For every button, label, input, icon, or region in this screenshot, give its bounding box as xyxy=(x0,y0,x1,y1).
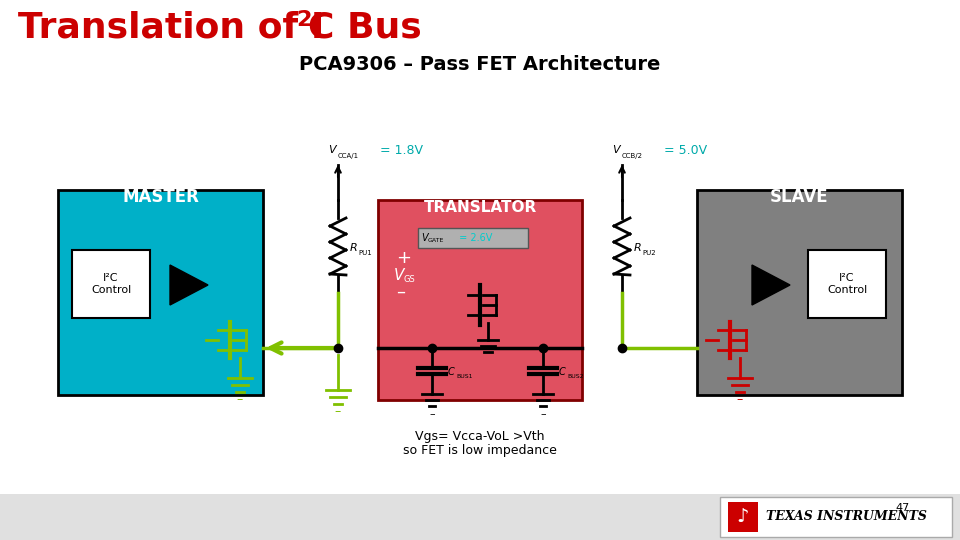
Text: TEXAS INSTRUMENTS: TEXAS INSTRUMENTS xyxy=(766,510,926,523)
Text: 2: 2 xyxy=(296,10,311,30)
Text: ♪: ♪ xyxy=(736,508,749,526)
Text: BUS1: BUS1 xyxy=(456,374,472,379)
Text: –: – xyxy=(237,394,243,407)
Bar xyxy=(0,494,960,540)
Text: C Bus: C Bus xyxy=(308,10,421,44)
Text: CCA/1: CCA/1 xyxy=(338,153,359,159)
Bar xyxy=(720,497,952,537)
Text: = 1.8V: = 1.8V xyxy=(376,144,423,157)
Text: –: – xyxy=(335,406,341,419)
Text: GATE: GATE xyxy=(428,239,444,244)
Text: +: + xyxy=(396,249,411,267)
Text: = 5.0V: = 5.0V xyxy=(660,144,708,157)
Text: –: – xyxy=(429,409,435,419)
Text: R: R xyxy=(634,243,641,253)
Text: 47: 47 xyxy=(896,503,910,513)
Text: SLAVE: SLAVE xyxy=(770,188,828,206)
Text: TRANSLATOR: TRANSLATOR xyxy=(423,200,537,215)
Text: –: – xyxy=(737,394,743,407)
Text: PCA9306 – Pass FET Architecture: PCA9306 – Pass FET Architecture xyxy=(300,55,660,74)
Polygon shape xyxy=(170,265,208,305)
Text: PU1: PU1 xyxy=(358,250,372,256)
Text: C: C xyxy=(448,367,455,377)
Text: V: V xyxy=(421,233,427,243)
Bar xyxy=(378,200,582,400)
Bar xyxy=(72,250,150,318)
Text: BUS2: BUS2 xyxy=(567,374,584,379)
Bar xyxy=(697,190,902,395)
Text: Vgs= Vcca-VoL >Vth: Vgs= Vcca-VoL >Vth xyxy=(416,430,544,443)
Bar xyxy=(418,228,528,248)
Text: so FET is low impedance: so FET is low impedance xyxy=(403,444,557,457)
Text: V: V xyxy=(328,145,336,155)
Bar xyxy=(808,250,886,318)
Text: –: – xyxy=(396,283,405,301)
Text: –: – xyxy=(540,409,546,419)
Polygon shape xyxy=(752,265,790,305)
Text: C: C xyxy=(559,367,565,377)
Text: GS: GS xyxy=(404,275,416,285)
Text: = 2.6V: = 2.6V xyxy=(456,233,492,243)
Text: I²C
Control: I²C Control xyxy=(91,273,132,295)
Text: V: V xyxy=(394,267,404,282)
Bar xyxy=(58,190,263,395)
Text: V: V xyxy=(612,145,620,155)
Text: PU2: PU2 xyxy=(642,250,656,256)
Text: MASTER: MASTER xyxy=(122,188,199,206)
Text: R: R xyxy=(350,243,358,253)
Bar xyxy=(728,502,758,532)
Text: I²C
Control: I²C Control xyxy=(827,273,867,295)
Text: Translation of I: Translation of I xyxy=(18,10,324,44)
Text: CCB/2: CCB/2 xyxy=(622,153,643,159)
